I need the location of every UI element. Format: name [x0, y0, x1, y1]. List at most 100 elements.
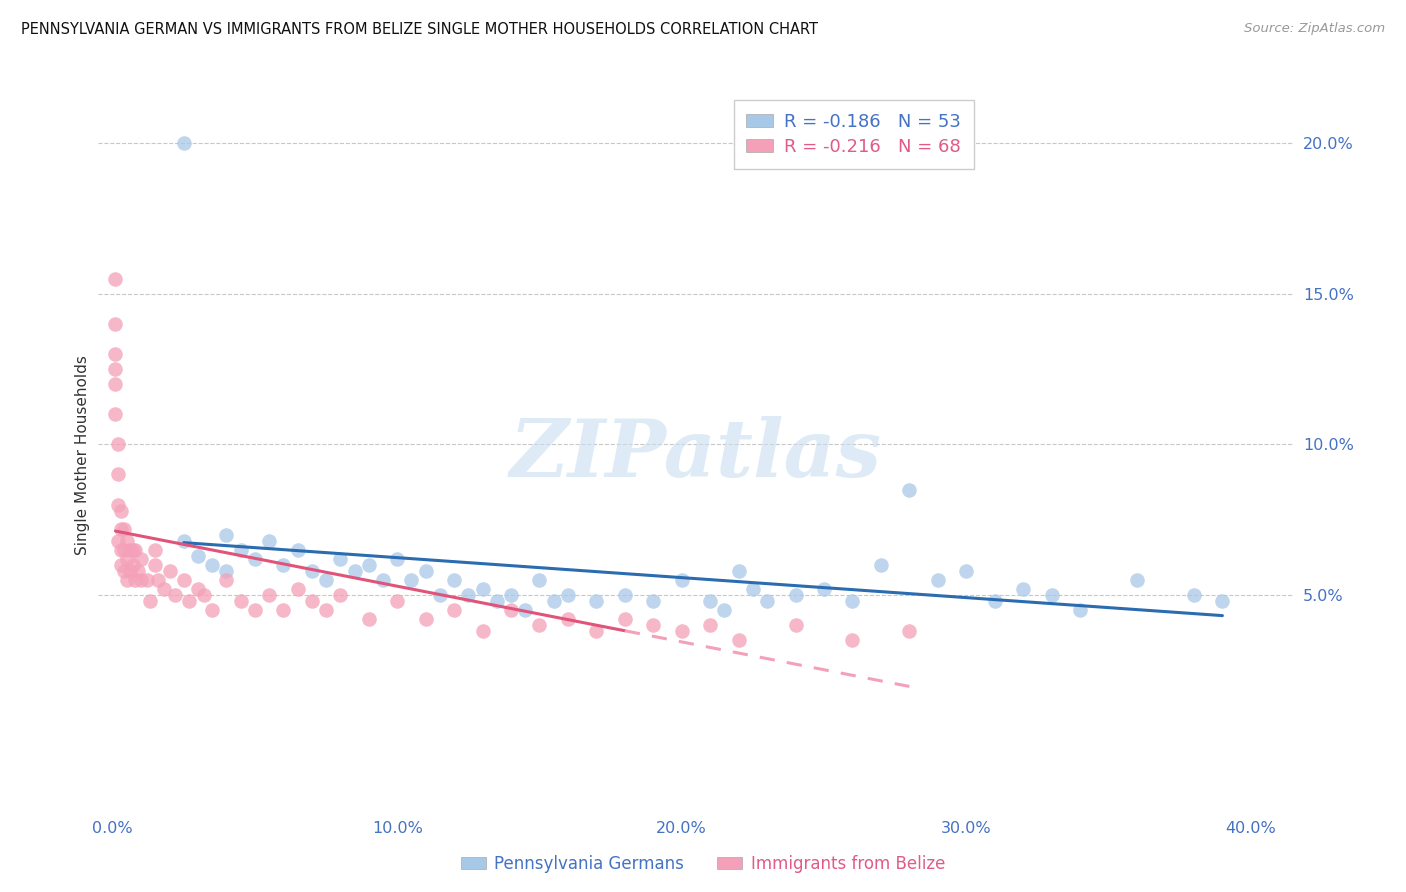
Point: [301, 564, 323, 578]
Point: [557, 588, 579, 602]
Point: [870, 558, 893, 572]
Point: [727, 633, 749, 648]
Point: [557, 612, 579, 626]
Point: [415, 612, 437, 626]
Point: [543, 594, 565, 608]
Point: [357, 558, 380, 572]
Point: [371, 573, 394, 587]
Point: [273, 603, 295, 617]
Point: [243, 603, 266, 617]
Point: [1012, 582, 1035, 596]
Point: [112, 522, 135, 536]
Point: [124, 573, 146, 587]
Point: [529, 618, 551, 632]
Point: [201, 558, 224, 572]
Point: [115, 551, 138, 566]
Point: [785, 588, 807, 602]
Point: [287, 582, 309, 596]
Legend: R = -0.186   N = 53, R = -0.216   N = 68: R = -0.186 N = 53, R = -0.216 N = 68: [734, 100, 974, 169]
Point: [699, 618, 721, 632]
Point: [129, 573, 152, 587]
Point: [499, 588, 522, 602]
Point: [984, 594, 1007, 608]
Point: [229, 542, 252, 557]
Point: [107, 467, 129, 482]
Point: [927, 573, 949, 587]
Point: [329, 551, 352, 566]
Point: [138, 594, 160, 608]
Point: [529, 573, 551, 587]
Point: [107, 498, 129, 512]
Point: [699, 594, 721, 608]
Point: [813, 582, 835, 596]
Point: [118, 564, 141, 578]
Point: [121, 558, 143, 572]
Point: [215, 564, 238, 578]
Point: [124, 542, 146, 557]
Point: [499, 603, 522, 617]
Point: [173, 573, 195, 587]
Point: [121, 542, 143, 557]
Point: [443, 603, 465, 617]
Point: [165, 588, 187, 602]
Point: [112, 564, 135, 578]
Point: [955, 564, 977, 578]
Point: [756, 594, 779, 608]
Point: [1126, 573, 1149, 587]
Point: [385, 551, 409, 566]
Point: [471, 624, 494, 638]
Point: [713, 603, 735, 617]
Point: [110, 558, 132, 572]
Point: [841, 633, 863, 648]
Point: [898, 624, 921, 638]
Point: [741, 582, 763, 596]
Point: [215, 573, 238, 587]
Point: [129, 551, 152, 566]
Point: [841, 594, 863, 608]
Point: [1182, 588, 1205, 602]
Point: [415, 564, 437, 578]
Point: [104, 407, 127, 421]
Point: [385, 594, 409, 608]
Point: [443, 573, 465, 587]
Point: [343, 564, 366, 578]
Point: [515, 603, 537, 617]
Point: [485, 594, 508, 608]
Point: [643, 618, 665, 632]
Point: [671, 573, 693, 587]
Point: [315, 573, 337, 587]
Point: [585, 624, 607, 638]
Text: PENNSYLVANIA GERMAN VS IMMIGRANTS FROM BELIZE SINGLE MOTHER HOUSEHOLDS CORRELATI: PENNSYLVANIA GERMAN VS IMMIGRANTS FROM B…: [21, 22, 818, 37]
Point: [187, 582, 209, 596]
Point: [471, 582, 494, 596]
Point: [115, 533, 138, 548]
Point: [127, 564, 149, 578]
Point: [329, 588, 352, 602]
Y-axis label: Single Mother Households: Single Mother Households: [75, 355, 90, 555]
Point: [229, 594, 252, 608]
Point: [143, 558, 166, 572]
Point: [143, 542, 166, 557]
Point: [727, 564, 749, 578]
Point: [643, 594, 665, 608]
Point: [110, 522, 132, 536]
Point: [148, 573, 170, 587]
Point: [112, 542, 135, 557]
Point: [201, 603, 224, 617]
Point: [110, 503, 132, 517]
Point: [613, 612, 636, 626]
Point: [671, 624, 693, 638]
Point: [457, 588, 479, 602]
Point: [104, 377, 127, 392]
Point: [115, 573, 138, 587]
Point: [215, 527, 238, 541]
Point: [585, 594, 607, 608]
Point: [173, 533, 195, 548]
Point: [243, 551, 266, 566]
Text: ZIPatlas: ZIPatlas: [510, 417, 882, 493]
Point: [273, 558, 295, 572]
Point: [104, 272, 127, 286]
Point: [110, 542, 132, 557]
Point: [107, 437, 129, 451]
Point: [613, 588, 636, 602]
